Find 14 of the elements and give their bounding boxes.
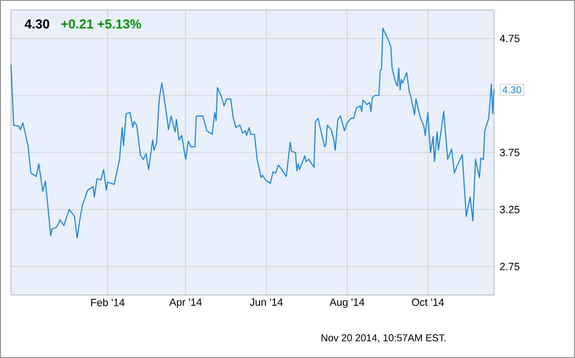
- y-tick-label: 3.75: [500, 148, 520, 156]
- line-series: [10, 28, 495, 239]
- y-tick-label: 2.75: [500, 262, 520, 270]
- annotation: 4.30: [502, 86, 522, 94]
- y-tick-label: 4.75: [500, 34, 520, 42]
- x-tick-label: Feb '14: [91, 298, 125, 306]
- x-tick-label: Apr '14: [169, 298, 202, 308]
- x-tick-label: Jun '14: [250, 298, 283, 306]
- text: 4.30: [24, 19, 50, 29]
- y-tick-label: 3.25: [500, 206, 520, 214]
- text: Nov 20 2014, 10:57AM EST.: [322, 334, 446, 342]
- x-tick-label: Aug '14: [330, 298, 364, 308]
- text: +0.21 +5.13%: [61, 19, 142, 29]
- x-tick-label: Oct '14: [412, 298, 444, 306]
